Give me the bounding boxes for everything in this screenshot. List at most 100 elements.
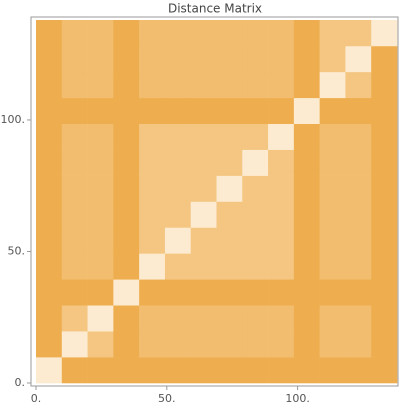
- heatmap-cell: [371, 175, 398, 202]
- heatmap-cell: [190, 149, 217, 176]
- heatmap-cell: [113, 175, 140, 202]
- heatmap-cell: [190, 227, 217, 254]
- heatmap-cell: [36, 357, 63, 384]
- heatmap-cell: [164, 227, 192, 254]
- heatmap-cell: [61, 71, 88, 99]
- heatmap-cell: [61, 45, 88, 73]
- heatmap-cell: [61, 331, 88, 358]
- heatmap-cell: [36, 227, 63, 254]
- heatmap-cell: [113, 97, 140, 125]
- heatmap-cell: [371, 305, 398, 332]
- heatmap-cell: [293, 331, 320, 358]
- heatmap-cell: [216, 175, 243, 202]
- heatmap-cell: [87, 149, 114, 176]
- heatmap-cell: [371, 227, 398, 254]
- heatmap-cell: [319, 97, 346, 125]
- heatmap-cell: [139, 357, 166, 384]
- heatmap-cell: [87, 305, 114, 332]
- y-tick-label: 0.: [15, 376, 26, 389]
- heatmap-cell: [164, 305, 192, 332]
- heatmap-cell: [190, 20, 217, 47]
- heatmap-cell: [242, 279, 269, 306]
- heatmap-cell: [164, 331, 192, 358]
- heatmap-cell: [113, 279, 140, 306]
- heatmap-cell: [139, 71, 166, 99]
- heatmap-cell: [190, 331, 217, 358]
- heatmap-cell: [268, 123, 295, 150]
- heatmap-cell: [190, 357, 217, 384]
- heatmap-cell: [87, 227, 114, 254]
- heatmap-cell: [61, 97, 88, 125]
- heatmap-cell: [61, 227, 88, 254]
- heatmap-cell: [319, 357, 346, 384]
- heatmap-cell: [113, 357, 140, 384]
- heatmap-cell: [36, 45, 63, 73]
- heatmap-cell: [371, 201, 398, 228]
- heatmap-cell: [216, 97, 243, 125]
- heatmap-cell: [371, 149, 398, 176]
- heatmap-cell: [87, 175, 114, 202]
- heatmap-cell: [242, 175, 269, 202]
- heatmap-cell: [87, 97, 114, 125]
- heatmap-cell: [164, 71, 192, 99]
- heatmap-cell: [319, 175, 346, 202]
- heatmap-cell: [61, 20, 88, 47]
- heatmap-cell: [371, 331, 398, 358]
- heatmap-cell: [36, 305, 63, 332]
- heatmap-cell: [113, 305, 140, 332]
- heatmap-cell: [345, 253, 372, 280]
- heatmap-cell: [345, 305, 372, 332]
- heatmap-cell: [319, 123, 346, 150]
- heatmap-cell: [36, 253, 63, 280]
- heatmap-cell: [216, 331, 243, 358]
- heatmap-cell: [293, 20, 320, 47]
- heatmap-cell: [216, 20, 243, 47]
- heatmap-cell: [371, 97, 398, 125]
- x-tick-label: 0.: [31, 392, 42, 405]
- heatmap-cell: [293, 279, 320, 306]
- heatmap-cell: [36, 175, 63, 202]
- heatmap-cell: [371, 357, 398, 384]
- heatmap-cell: [268, 97, 295, 125]
- heatmap-cell: [242, 305, 269, 332]
- heatmap-cell: [139, 149, 166, 176]
- chart-title: Distance Matrix: [168, 2, 262, 16]
- heatmap-cell: [190, 253, 217, 280]
- heatmap-cell: [319, 201, 346, 228]
- heatmap-cell: [113, 71, 140, 99]
- heatmap-cell: [293, 123, 320, 150]
- heatmap-cell: [293, 305, 320, 332]
- heatmap-cell: [139, 123, 166, 150]
- plot-frame: [30, 16, 399, 387]
- heatmap-cell: [113, 45, 140, 73]
- heatmap-cell: [164, 45, 192, 73]
- heatmap-cell: [61, 149, 88, 176]
- heatmap-cell: [190, 175, 217, 202]
- heatmap-cell: [36, 201, 63, 228]
- heatmap-cell: [216, 227, 243, 254]
- heatmap-cell: [371, 253, 398, 280]
- heatmap-cell: [268, 20, 295, 47]
- heatmap-cell: [319, 305, 346, 332]
- heatmap-cell: [293, 201, 320, 228]
- heatmap-cell: [371, 279, 398, 306]
- heatmap-cell: [268, 71, 295, 99]
- x-tick-label: 50.: [158, 392, 176, 405]
- heatmap-cell: [242, 20, 269, 47]
- heatmap-cell: [87, 45, 114, 73]
- heatmap-cell: [371, 71, 398, 99]
- heatmap-cell: [164, 201, 192, 228]
- heatmap-cell: [242, 331, 269, 358]
- heatmap-cell: [36, 97, 63, 125]
- heatmap-cell: [61, 175, 88, 202]
- heatmap-cell: [139, 201, 166, 228]
- heatmap-cell: [87, 357, 114, 384]
- heatmap-cell: [345, 331, 372, 358]
- heatmap-cell: [87, 123, 114, 150]
- heatmap-cell: [139, 331, 166, 358]
- heatmap-cell: [190, 45, 217, 73]
- heatmap-cell: [293, 45, 320, 73]
- heatmap-cell: [268, 331, 295, 358]
- heatmap-cell: [139, 175, 166, 202]
